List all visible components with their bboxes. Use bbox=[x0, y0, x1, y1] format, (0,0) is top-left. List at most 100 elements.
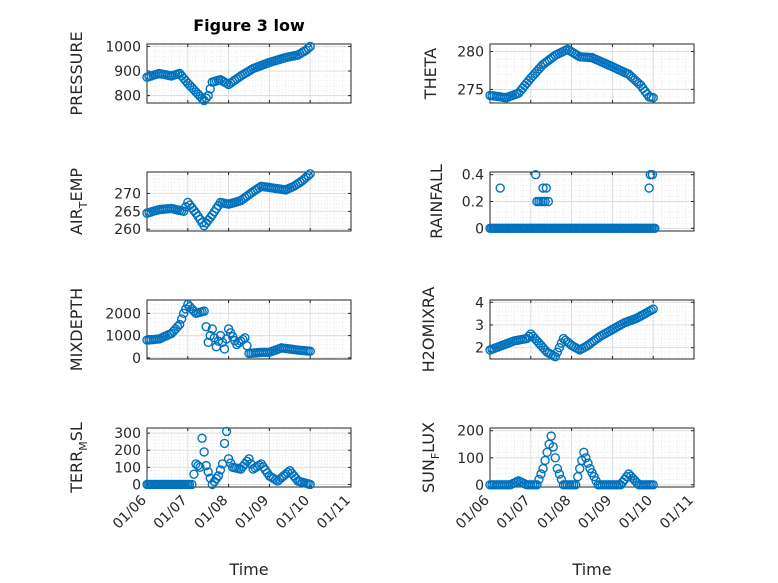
data-point bbox=[174, 319, 185, 330]
y-tick-label: 270 bbox=[114, 186, 141, 202]
data-point bbox=[546, 431, 556, 441]
data-point bbox=[305, 479, 315, 490]
panel-h2omixra: 2 3 4 H2OMIXRA bbox=[419, 287, 695, 373]
data-point bbox=[583, 458, 593, 468]
y-tick-label: 1000 bbox=[105, 329, 141, 345]
data-point bbox=[176, 314, 187, 324]
y-tick-label: 200 bbox=[114, 443, 141, 459]
x-axis-label: Time bbox=[571, 560, 611, 579]
y-tick-label: 0.4 bbox=[462, 168, 484, 184]
data-point bbox=[207, 324, 217, 334]
panel-theta: 275 280 THETA bbox=[421, 43, 695, 104]
y-tick-label: 2 bbox=[475, 341, 484, 357]
x-tick-label: 01/11 bbox=[657, 493, 697, 533]
data-point bbox=[219, 344, 230, 354]
y-tick-label: 0.2 bbox=[462, 195, 484, 211]
data-point bbox=[201, 460, 211, 471]
x-tick-label: 01/06 bbox=[110, 492, 150, 532]
y-tick-label: 0 bbox=[475, 221, 484, 237]
data-point bbox=[215, 465, 226, 475]
data-point bbox=[203, 467, 213, 477]
data-point bbox=[550, 352, 560, 362]
x-tick-label: 01/09 bbox=[232, 493, 272, 533]
data-point bbox=[579, 447, 589, 458]
data-point bbox=[189, 469, 199, 479]
figure-title: Figure 3 low bbox=[193, 16, 305, 35]
data-point bbox=[581, 453, 591, 463]
panel-pressure: 800 900 1000 PRESSURE bbox=[67, 31, 352, 116]
data-point bbox=[530, 169, 541, 180]
data-point bbox=[650, 223, 660, 234]
y-axis-label: PRESSURE bbox=[67, 31, 86, 115]
data-point bbox=[201, 322, 211, 332]
y-tick-label: 200 bbox=[457, 424, 484, 440]
data-point bbox=[179, 308, 189, 319]
x-tick-label: 01/09 bbox=[575, 493, 615, 533]
data-point bbox=[536, 469, 546, 479]
y-tick-label: 100 bbox=[457, 451, 484, 467]
data-point bbox=[305, 346, 315, 356]
panel-rainfall: 0 0.2 0.4 RAINFALL bbox=[427, 164, 695, 239]
data-point bbox=[213, 336, 224, 346]
data-point bbox=[532, 480, 542, 490]
data-point bbox=[648, 480, 658, 490]
data-point bbox=[552, 347, 563, 357]
data-point bbox=[172, 322, 183, 332]
data-point bbox=[541, 183, 552, 193]
data-point bbox=[303, 43, 313, 54]
data-point bbox=[552, 463, 563, 474]
x-tick-label: 01/08 bbox=[192, 493, 232, 533]
panel-sun-flux: 0 100 200 SUNFLUX 01/06 01/07 01/08 01/09 01/10 0… bbox=[419, 422, 697, 579]
data-point bbox=[305, 41, 315, 52]
plot-area bbox=[147, 172, 351, 231]
y-axis-label: TERRMSL bbox=[67, 422, 90, 494]
x-tick-label: 01/07 bbox=[151, 493, 191, 533]
data-point bbox=[554, 469, 565, 479]
data-point bbox=[184, 479, 195, 490]
panel-mixdepth: 0 1000 2000 MIXDEPTH bbox=[67, 288, 352, 371]
y-tick-label: 100 bbox=[114, 460, 141, 476]
data-point bbox=[213, 471, 224, 481]
x-tick-label: 01/11 bbox=[314, 493, 354, 533]
axes-box bbox=[146, 171, 352, 232]
y-tick-label: 275 bbox=[457, 82, 484, 98]
data-point bbox=[179, 206, 189, 217]
y-tick-label: 1000 bbox=[105, 39, 141, 55]
data-point bbox=[648, 304, 658, 314]
data-point bbox=[647, 169, 658, 180]
y-tick-label: 265 bbox=[114, 204, 141, 220]
y-tick-label: 0 bbox=[475, 478, 484, 494]
data-point bbox=[644, 183, 654, 193]
data-point bbox=[203, 90, 213, 101]
data-point bbox=[534, 474, 544, 485]
data-point bbox=[244, 454, 254, 464]
y-tick-label: 300 bbox=[114, 426, 141, 442]
y-axis-label: H2OMIXRA bbox=[419, 287, 438, 373]
y-axis-label: AIRTEMP bbox=[67, 168, 90, 235]
data-point bbox=[199, 447, 209, 457]
data-point bbox=[211, 474, 222, 484]
data-point bbox=[219, 438, 230, 449]
data-point bbox=[548, 442, 558, 452]
y-tick-label: 2000 bbox=[105, 306, 141, 322]
data-point bbox=[543, 196, 554, 207]
data-point bbox=[524, 331, 534, 342]
y-tick-label: 800 bbox=[114, 89, 141, 105]
y-axis-label: MIXDEPTH bbox=[67, 288, 86, 371]
x-tick-label: 01/10 bbox=[273, 493, 313, 533]
data-point bbox=[221, 78, 232, 89]
data-point bbox=[554, 342, 565, 353]
data-point bbox=[199, 306, 209, 316]
data-point bbox=[538, 183, 548, 193]
data-point bbox=[203, 337, 213, 348]
y-tick-label: 900 bbox=[114, 64, 141, 80]
data-point bbox=[540, 196, 550, 207]
axes-box bbox=[489, 43, 695, 104]
axes-box bbox=[489, 299, 695, 360]
data-point bbox=[197, 433, 207, 443]
data-point bbox=[201, 93, 211, 103]
axes-box bbox=[146, 299, 352, 360]
data-point bbox=[211, 342, 222, 352]
y-tick-label: 3 bbox=[475, 318, 484, 334]
